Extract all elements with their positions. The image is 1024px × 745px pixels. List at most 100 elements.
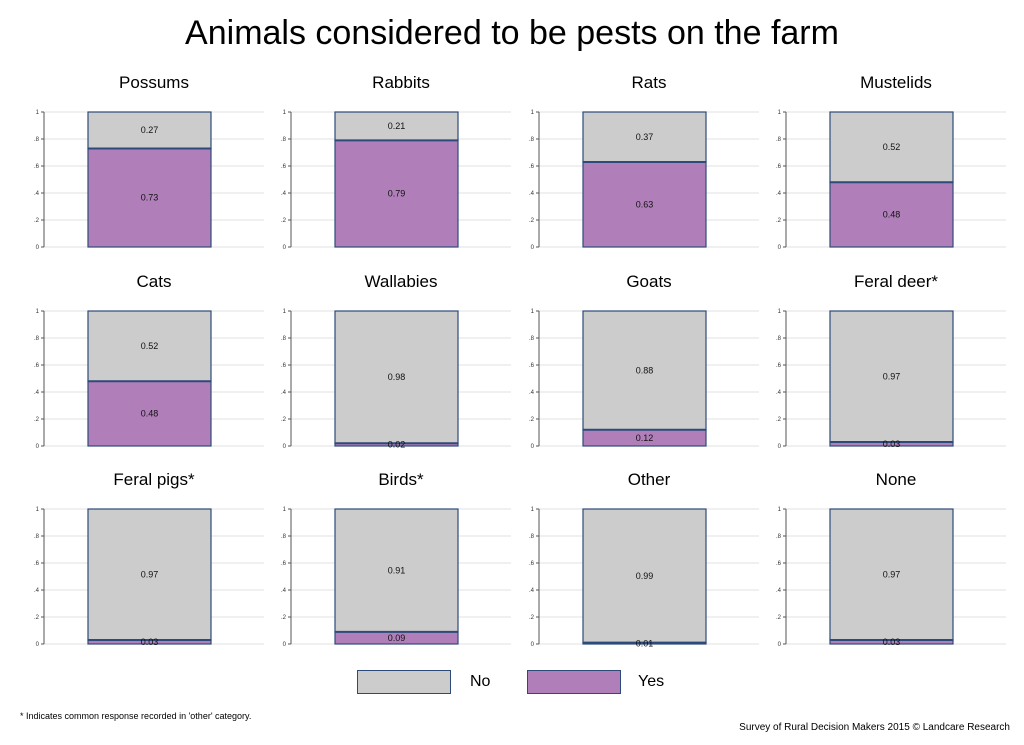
panel-plot: 0 .2 .4 .6 .8 1 0.79 0.21 [281, 110, 511, 251]
y-tick-label: .4 [34, 588, 40, 594]
y-tick-label: .8 [34, 137, 40, 143]
value-label-no: 0.91 [388, 565, 406, 575]
y-tick-label: 1 [531, 110, 535, 116]
legend: No Yes [0, 668, 1024, 698]
y-tick-label: 1 [778, 309, 782, 315]
panel-title: Rabbits [372, 73, 430, 92]
value-label-no: 0.97 [883, 371, 901, 381]
y-tick-label: .8 [529, 137, 535, 143]
value-label-no: 0.52 [883, 142, 901, 152]
y-tick-label: .2 [776, 417, 782, 423]
value-label-no: 0.97 [883, 569, 901, 579]
panel: Goats 0 .2 .4 .6 .8 1 0.12 0.88 [525, 272, 773, 462]
y-tick-label: 0 [778, 245, 782, 251]
y-tick-label: 0 [283, 642, 287, 648]
value-label-yes: 0.01 [636, 638, 654, 648]
panel-plot: 0 .2 .4 .6 .8 1 0.12 0.88 [529, 309, 759, 450]
y-tick-label: .8 [281, 137, 287, 143]
y-tick-label: .4 [776, 588, 782, 594]
panel-title: Mustelids [860, 73, 932, 92]
y-tick-label: .6 [34, 164, 40, 170]
y-tick-label: .4 [776, 390, 782, 396]
y-tick-label: .4 [529, 390, 535, 396]
y-tick-label: .8 [776, 336, 782, 342]
bar-no [334, 111, 459, 141]
legend-swatch-yes [527, 670, 621, 694]
y-tick-label: .6 [281, 164, 287, 170]
y-tick-label: .6 [776, 561, 782, 567]
bar-no [582, 111, 707, 163]
value-label-yes: 0.02 [388, 440, 406, 450]
footnote: * Indicates common response recorded in … [20, 711, 252, 721]
value-label-no: 0.52 [141, 341, 159, 351]
bar-yes [829, 181, 954, 248]
y-tick-label: 0 [531, 642, 535, 648]
y-tick-label: .4 [776, 191, 782, 197]
value-label-no: 0.98 [388, 372, 406, 382]
y-tick-label: .2 [776, 615, 782, 621]
panel-plot: 0 .2 .4 .6 .8 1 0.02 0.98 [281, 309, 511, 450]
value-label-no: 0.37 [636, 132, 654, 142]
value-label-yes: 0.09 [388, 633, 406, 643]
value-label-yes: 0.03 [141, 637, 159, 647]
y-tick-label: .2 [281, 417, 287, 423]
panel-plot: 0 .2 .4 .6 .8 1 0.09 0.91 [281, 507, 511, 648]
panel: None 0 .2 .4 .6 .8 1 0.03 0.97 [772, 470, 1020, 660]
panel-title: Birds* [378, 470, 424, 489]
legend-label-yes: Yes [638, 673, 665, 690]
value-label-yes: 0.03 [883, 439, 901, 449]
y-tick-label: .2 [529, 615, 535, 621]
panel: Other 0 .2 .4 .6 .8 1 0.01 0.99 [525, 470, 773, 660]
y-tick-label: 0 [36, 245, 40, 251]
panel: Feral deer* 0 .2 .4 .6 .8 1 0.03 0.97 [772, 272, 1020, 462]
y-tick-label: .8 [776, 137, 782, 143]
y-tick-label: .8 [34, 336, 40, 342]
y-tick-label: 1 [778, 507, 782, 513]
panel-title: Other [627, 470, 671, 489]
panel: Birds* 0 .2 .4 .6 .8 1 0.09 0.91 [277, 470, 525, 660]
panel-plot: 0 .2 .4 .6 .8 1 0.03 0.97 [776, 507, 1006, 648]
value-label-yes: 0.79 [388, 189, 406, 199]
y-tick-label: .2 [776, 218, 782, 224]
panel-plot: 0 .2 .4 .6 .8 1 0.73 0.27 [34, 110, 264, 251]
bar-no [582, 310, 707, 431]
y-tick-label: .2 [34, 218, 40, 224]
panel-grid: Possums 0 .2 .4 .6 .8 1 0.73 0.27 Rabbits 0 .2 .4 .6.… [30, 73, 1020, 660]
value-label-yes: 0.48 [883, 210, 901, 220]
y-tick-label: 0 [283, 444, 287, 450]
y-tick-label: 0 [778, 642, 782, 648]
panel-plot: 0 .2 .4 .6 .8 1 0.03 0.97 [34, 507, 264, 648]
y-tick-label: 0 [36, 444, 40, 450]
bar-no [334, 310, 459, 444]
y-tick-label: .6 [776, 164, 782, 170]
y-tick-label: 0 [36, 642, 40, 648]
value-label-yes: 0.48 [141, 409, 159, 419]
panel-plot: 0 .2 .4 .6 .8 1 0.63 0.37 [529, 110, 759, 251]
y-tick-label: .6 [776, 363, 782, 369]
y-tick-label: .8 [281, 336, 287, 342]
y-tick-label: .6 [281, 561, 287, 567]
panel: Rats 0 .2 .4 .6 .8 1 0.63 0.37 [525, 73, 773, 263]
y-tick-label: 1 [531, 309, 535, 315]
y-tick-label: 1 [36, 507, 40, 513]
panel: Mustelids 0 .2 .4 .6 .8 1 0.48 0.52 [772, 73, 1020, 263]
y-tick-label: .4 [281, 588, 287, 594]
value-label-yes: 0.03 [883, 637, 901, 647]
legend-label-no: No [470, 673, 491, 690]
y-tick-label: .4 [281, 191, 287, 197]
panel-title: Possums [119, 73, 189, 92]
source-credit: Survey of Rural Decision Makers 2015 © L… [739, 722, 1010, 733]
y-tick-label: 0 [531, 245, 535, 251]
y-tick-label: 0 [778, 444, 782, 450]
y-tick-label: .8 [281, 534, 287, 540]
panel: Feral pigs* 0 .2 .4 .6 .8 1 0.03 0.97 [30, 470, 278, 660]
value-label-yes: 0.63 [636, 199, 654, 209]
bar-yes [87, 380, 212, 447]
y-tick-label: .6 [529, 164, 535, 170]
legend-swatch-no [357, 670, 451, 694]
y-tick-label: 1 [531, 507, 535, 513]
y-tick-label: .6 [34, 363, 40, 369]
panel-title: Cats [136, 272, 172, 291]
value-label-no: 0.21 [388, 121, 406, 131]
panel-plot: 0 .2 .4 .6 .8 1 0.48 0.52 [34, 309, 264, 450]
